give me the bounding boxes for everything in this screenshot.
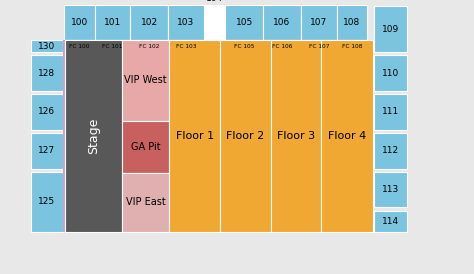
Text: 104: 104 <box>206 0 223 3</box>
Bar <box>374 55 407 91</box>
Text: 107: 107 <box>310 18 328 27</box>
Bar <box>301 5 337 40</box>
Bar <box>168 40 204 52</box>
Text: FC 102: FC 102 <box>139 44 160 49</box>
Bar <box>374 6 407 52</box>
Bar <box>225 40 263 52</box>
Bar <box>95 5 130 40</box>
Text: 111: 111 <box>382 107 399 116</box>
Bar <box>169 40 220 232</box>
Bar <box>337 5 367 40</box>
Bar <box>271 40 321 232</box>
Bar <box>220 40 271 232</box>
Text: FC 101: FC 101 <box>102 44 123 49</box>
Text: 126: 126 <box>38 107 55 116</box>
Bar <box>263 40 301 52</box>
Bar <box>204 40 225 52</box>
Text: FC 107: FC 107 <box>309 44 329 49</box>
Text: 108: 108 <box>343 18 361 27</box>
Bar <box>64 5 95 40</box>
Bar <box>122 173 169 232</box>
Bar <box>130 5 168 40</box>
Text: GA Pit: GA Pit <box>131 142 160 152</box>
Bar <box>63 40 65 232</box>
Text: 130: 130 <box>38 42 55 51</box>
Text: 114: 114 <box>382 217 399 226</box>
Text: FC 108: FC 108 <box>342 44 362 49</box>
Text: 112: 112 <box>382 146 399 155</box>
Text: VIP East: VIP East <box>126 197 165 207</box>
Text: 102: 102 <box>141 18 158 27</box>
Bar <box>64 40 95 52</box>
Text: 105: 105 <box>236 18 253 27</box>
Text: 125: 125 <box>38 197 55 206</box>
Text: 113: 113 <box>382 185 399 194</box>
Text: Floor 1: Floor 1 <box>175 131 214 141</box>
Text: 109: 109 <box>382 25 399 33</box>
Bar <box>122 121 169 173</box>
Text: 103: 103 <box>177 18 195 27</box>
Text: FC 105: FC 105 <box>234 44 255 49</box>
Text: FC 103: FC 103 <box>176 44 196 49</box>
Bar <box>301 40 337 52</box>
Bar <box>168 5 204 40</box>
Text: 128: 128 <box>38 69 55 78</box>
Bar <box>122 40 169 121</box>
Bar <box>337 40 367 52</box>
Bar <box>31 133 63 169</box>
Bar <box>321 40 373 232</box>
Bar <box>373 40 374 232</box>
Text: Stage: Stage <box>87 118 100 154</box>
Bar <box>130 40 168 52</box>
Bar <box>374 133 407 169</box>
Bar <box>31 40 63 52</box>
Text: 127: 127 <box>38 146 55 155</box>
Text: Floor 3: Floor 3 <box>277 131 315 141</box>
Text: 101: 101 <box>104 18 121 27</box>
Text: 106: 106 <box>273 18 291 27</box>
Text: FC 100: FC 100 <box>69 44 90 49</box>
Text: Floor 2: Floor 2 <box>226 131 264 141</box>
Bar <box>263 5 301 40</box>
Bar <box>65 40 122 232</box>
Bar <box>31 172 63 232</box>
Bar <box>95 40 130 52</box>
Bar <box>31 55 63 91</box>
Text: VIP West: VIP West <box>124 75 167 85</box>
Bar <box>31 94 63 130</box>
Text: Floor 4: Floor 4 <box>328 131 366 141</box>
Bar <box>225 5 263 40</box>
Bar <box>374 94 407 130</box>
Bar <box>204 5 225 40</box>
Text: FC 106: FC 106 <box>272 44 292 49</box>
Text: 100: 100 <box>71 18 88 27</box>
Bar <box>374 211 407 232</box>
Text: 110: 110 <box>382 69 399 78</box>
Bar <box>374 172 407 207</box>
